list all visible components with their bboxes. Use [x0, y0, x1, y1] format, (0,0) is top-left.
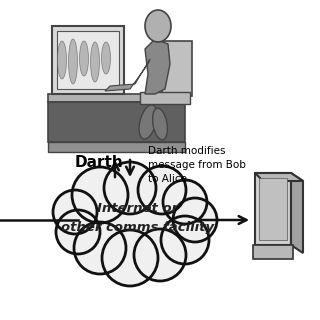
Ellipse shape [101, 42, 110, 74]
Circle shape [74, 222, 126, 274]
Circle shape [173, 198, 217, 242]
Polygon shape [78, 192, 190, 254]
Circle shape [138, 166, 186, 214]
Circle shape [56, 210, 100, 254]
Ellipse shape [139, 105, 157, 139]
Circle shape [134, 229, 186, 281]
Ellipse shape [79, 41, 89, 76]
Text: Darth: Darth [75, 155, 124, 170]
Polygon shape [145, 39, 170, 94]
Bar [253, 245, 293, 259]
Circle shape [104, 162, 156, 214]
Bar [48, 142, 185, 152]
Bar [259, 178, 287, 240]
Polygon shape [255, 173, 303, 181]
Bar [52, 26, 124, 94]
Polygon shape [291, 173, 303, 253]
Ellipse shape [58, 41, 67, 79]
Text: Internet or
other comms facility: Internet or other comms facility [61, 203, 215, 234]
Ellipse shape [68, 39, 77, 84]
Bar [48, 94, 185, 102]
Ellipse shape [91, 42, 100, 82]
Text: Darth modifies
message from Bob
to Alice: Darth modifies message from Bob to Alice [148, 146, 246, 184]
Bar [140, 92, 190, 104]
Polygon shape [105, 59, 150, 91]
Bar [57, 31, 119, 89]
Bar [48, 102, 185, 142]
Bar [255, 173, 291, 245]
Circle shape [53, 190, 97, 234]
Circle shape [72, 167, 128, 223]
Ellipse shape [145, 10, 171, 42]
Ellipse shape [153, 108, 167, 140]
Circle shape [102, 230, 158, 286]
Bar [162, 41, 192, 96]
Circle shape [163, 180, 207, 224]
Circle shape [161, 216, 209, 264]
Polygon shape [75, 188, 195, 258]
